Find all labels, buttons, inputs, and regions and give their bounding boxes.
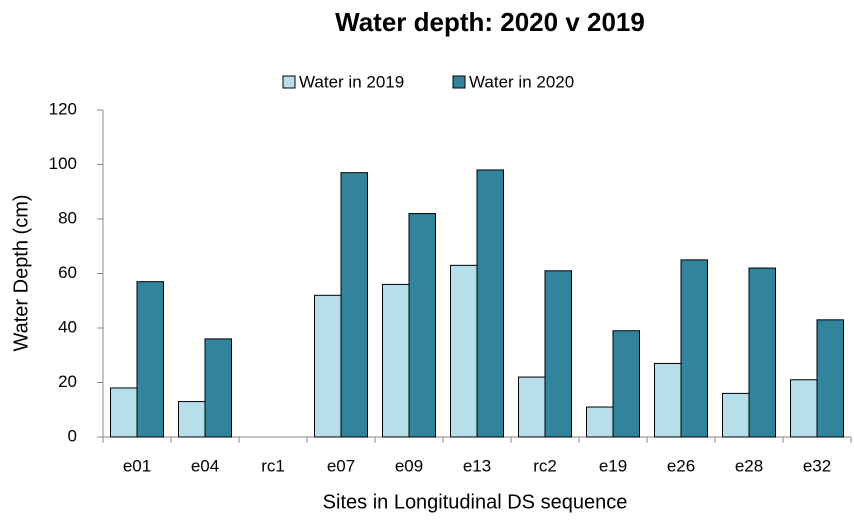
x-tick-label: e07: [327, 456, 355, 475]
bar: [680, 259, 708, 438]
bar: [382, 283, 410, 438]
bar: [314, 294, 342, 438]
bar: [748, 267, 776, 438]
bar: [612, 330, 640, 438]
x-tick-label: e26: [667, 456, 695, 475]
y-tick-label: 120: [49, 99, 77, 118]
legend-label: Water in 2020: [469, 72, 574, 91]
bar: [654, 362, 682, 438]
x-axis-title: Sites in Longitudinal DS sequence: [323, 491, 628, 513]
x-tick-label: e09: [395, 456, 423, 475]
y-axis-title: Water Depth (cm): [10, 194, 32, 351]
bar: [450, 264, 478, 438]
chart-title: Water depth: 2020 v 2019: [335, 7, 645, 37]
legend-swatch: [452, 75, 466, 89]
legend-swatch: [282, 75, 296, 89]
x-tick-label: e19: [599, 456, 627, 475]
y-tick-label: 0: [68, 426, 77, 445]
bar: [586, 406, 614, 438]
x-tick-label: e28: [735, 456, 763, 475]
x-tick-label: e01: [123, 456, 151, 475]
x-tick-label: e04: [191, 456, 219, 475]
bar: [340, 172, 368, 438]
legend-label: Water in 2019: [299, 72, 404, 91]
y-tick-label: 100: [49, 154, 77, 173]
bar: [544, 270, 572, 438]
bar: [110, 387, 138, 438]
bar: [790, 379, 818, 438]
bar: [178, 401, 206, 438]
x-tick-label: e32: [803, 456, 831, 475]
y-tick-label: 80: [58, 208, 77, 227]
bar: [816, 319, 844, 438]
bar: [518, 376, 546, 438]
bar: [204, 338, 232, 438]
bar: [476, 169, 504, 438]
y-tick-label: 60: [58, 263, 77, 282]
y-tick-label: 20: [58, 372, 77, 391]
bar: [408, 213, 436, 438]
x-tick-label: rc1: [261, 456, 285, 475]
bar: [136, 281, 164, 438]
y-tick-label: 40: [58, 317, 77, 336]
x-tick-label: rc2: [533, 456, 557, 475]
x-tick-label: e13: [463, 456, 491, 475]
bar: [722, 392, 750, 438]
